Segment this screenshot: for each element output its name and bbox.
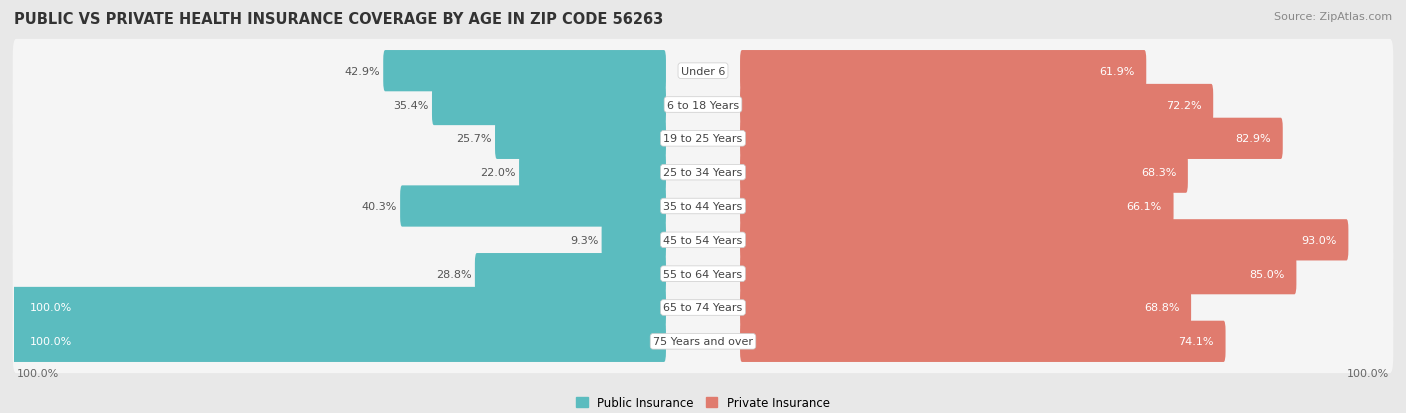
- Text: 65 to 74 Years: 65 to 74 Years: [664, 303, 742, 313]
- FancyBboxPatch shape: [740, 287, 1191, 328]
- FancyBboxPatch shape: [401, 186, 666, 227]
- Text: 40.3%: 40.3%: [361, 202, 396, 211]
- Text: 100.0%: 100.0%: [31, 303, 73, 313]
- Text: 82.9%: 82.9%: [1236, 134, 1271, 144]
- Text: 74.1%: 74.1%: [1178, 337, 1213, 347]
- FancyBboxPatch shape: [13, 287, 666, 328]
- FancyBboxPatch shape: [13, 242, 1393, 306]
- FancyBboxPatch shape: [602, 220, 666, 261]
- Text: 61.9%: 61.9%: [1099, 66, 1135, 76]
- FancyBboxPatch shape: [13, 310, 1393, 373]
- FancyBboxPatch shape: [740, 321, 1226, 362]
- FancyBboxPatch shape: [13, 209, 1393, 272]
- FancyBboxPatch shape: [13, 276, 1393, 339]
- Text: 100.0%: 100.0%: [17, 368, 59, 378]
- Text: 45 to 54 Years: 45 to 54 Years: [664, 235, 742, 245]
- Text: 35.4%: 35.4%: [394, 100, 429, 110]
- FancyBboxPatch shape: [13, 141, 1393, 204]
- Text: 28.8%: 28.8%: [436, 269, 471, 279]
- FancyBboxPatch shape: [740, 254, 1296, 294]
- Text: 25.7%: 25.7%: [457, 134, 492, 144]
- Text: 6 to 18 Years: 6 to 18 Years: [666, 100, 740, 110]
- Text: 68.8%: 68.8%: [1144, 303, 1180, 313]
- Legend: Public Insurance, Private Insurance: Public Insurance, Private Insurance: [571, 392, 835, 413]
- FancyBboxPatch shape: [432, 85, 666, 126]
- Text: 68.3%: 68.3%: [1140, 168, 1177, 178]
- Text: Under 6: Under 6: [681, 66, 725, 76]
- Text: 9.3%: 9.3%: [569, 235, 599, 245]
- Text: 42.9%: 42.9%: [344, 66, 380, 76]
- Text: 100.0%: 100.0%: [1347, 368, 1389, 378]
- FancyBboxPatch shape: [740, 220, 1348, 261]
- FancyBboxPatch shape: [740, 119, 1282, 159]
- Text: 35 to 44 Years: 35 to 44 Years: [664, 202, 742, 211]
- Text: Source: ZipAtlas.com: Source: ZipAtlas.com: [1274, 12, 1392, 22]
- FancyBboxPatch shape: [13, 107, 1393, 171]
- Text: 75 Years and over: 75 Years and over: [652, 337, 754, 347]
- FancyBboxPatch shape: [740, 85, 1213, 126]
- FancyBboxPatch shape: [384, 51, 666, 92]
- FancyBboxPatch shape: [13, 40, 1393, 103]
- FancyBboxPatch shape: [13, 74, 1393, 137]
- FancyBboxPatch shape: [13, 175, 1393, 238]
- Text: 66.1%: 66.1%: [1126, 202, 1161, 211]
- Text: 72.2%: 72.2%: [1166, 100, 1202, 110]
- FancyBboxPatch shape: [475, 254, 666, 294]
- FancyBboxPatch shape: [740, 152, 1188, 193]
- Text: 55 to 64 Years: 55 to 64 Years: [664, 269, 742, 279]
- FancyBboxPatch shape: [519, 152, 666, 193]
- FancyBboxPatch shape: [495, 119, 666, 159]
- Text: 19 to 25 Years: 19 to 25 Years: [664, 134, 742, 144]
- Text: 93.0%: 93.0%: [1302, 235, 1337, 245]
- Text: PUBLIC VS PRIVATE HEALTH INSURANCE COVERAGE BY AGE IN ZIP CODE 56263: PUBLIC VS PRIVATE HEALTH INSURANCE COVER…: [14, 12, 664, 27]
- Text: 100.0%: 100.0%: [31, 337, 73, 347]
- FancyBboxPatch shape: [740, 51, 1146, 92]
- Text: 25 to 34 Years: 25 to 34 Years: [664, 168, 742, 178]
- FancyBboxPatch shape: [740, 186, 1174, 227]
- FancyBboxPatch shape: [13, 321, 666, 362]
- Text: 85.0%: 85.0%: [1250, 269, 1285, 279]
- Text: 22.0%: 22.0%: [481, 168, 516, 178]
